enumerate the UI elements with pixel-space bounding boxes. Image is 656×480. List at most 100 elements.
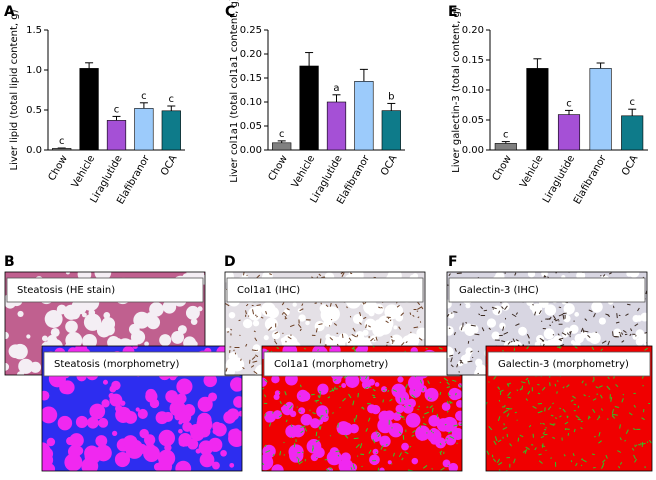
texture	[598, 317, 606, 325]
bar	[272, 142, 292, 151]
texture	[246, 303, 249, 306]
texture	[621, 340, 625, 343]
y-tick-label: 0.5	[26, 105, 42, 116]
texture	[486, 401, 488, 406]
texture	[448, 327, 451, 330]
texture	[497, 439, 502, 443]
texture	[486, 318, 497, 328]
texture	[447, 325, 454, 336]
texture	[550, 457, 552, 459]
texture	[455, 392, 457, 396]
texture	[431, 407, 434, 413]
texture	[74, 446, 84, 456]
texture	[212, 461, 220, 470]
texture	[408, 414, 414, 421]
y-tick-label: 1.5	[26, 25, 42, 36]
bar	[299, 65, 319, 151]
texture	[449, 354, 454, 357]
texture	[395, 404, 405, 414]
texture	[541, 443, 544, 448]
texture	[390, 335, 393, 338]
texture	[648, 439, 652, 444]
texture	[458, 384, 462, 388]
texture	[355, 443, 360, 449]
texture	[416, 327, 425, 340]
texture	[442, 416, 458, 433]
texture	[398, 431, 402, 435]
texture	[109, 393, 123, 407]
texture	[396, 412, 401, 414]
texture	[408, 404, 412, 407]
texture	[349, 272, 353, 275]
texture	[441, 402, 451, 411]
texture	[634, 444, 636, 448]
caption: Steatosis (HE stain)	[17, 285, 115, 296]
texture	[98, 417, 109, 428]
texture	[549, 338, 558, 347]
texture	[195, 448, 201, 454]
texture	[483, 309, 488, 312]
y-tick-label: 0.0	[26, 145, 42, 156]
texture	[403, 397, 406, 401]
texture	[566, 415, 569, 418]
texture	[563, 454, 566, 457]
panel-label: B	[4, 254, 15, 270]
texture	[633, 404, 637, 408]
texture	[230, 357, 245, 372]
texture	[274, 340, 278, 345]
texture	[164, 438, 170, 443]
texture	[304, 427, 308, 432]
texture	[511, 313, 517, 318]
texture	[350, 467, 353, 470]
texture	[525, 377, 529, 381]
caption-box	[448, 277, 646, 303]
texture	[197, 306, 203, 312]
texture	[283, 312, 288, 316]
texture	[635, 329, 645, 339]
texture	[285, 419, 288, 423]
texture	[331, 388, 335, 392]
texture	[359, 443, 363, 449]
texture	[417, 316, 420, 319]
y-tick-label: 0.10	[462, 85, 484, 96]
texture	[445, 434, 457, 446]
texture	[555, 318, 560, 322]
texture	[430, 430, 433, 433]
texture	[558, 306, 562, 309]
texture	[341, 333, 344, 339]
texture	[225, 327, 230, 332]
texture	[580, 327, 584, 333]
texture	[542, 422, 546, 425]
texture	[525, 446, 530, 450]
texture	[281, 311, 285, 315]
texture	[439, 451, 442, 456]
texture	[554, 383, 557, 387]
texture	[262, 454, 274, 471]
texture	[289, 324, 295, 328]
texture	[404, 451, 409, 455]
texture	[374, 382, 380, 387]
texture	[593, 312, 596, 318]
texture	[242, 318, 253, 329]
texture	[251, 356, 256, 360]
texture	[541, 272, 548, 278]
texture	[440, 450, 443, 453]
texture	[146, 315, 161, 330]
texture	[315, 439, 320, 443]
texture	[254, 354, 259, 358]
texture	[290, 424, 293, 428]
texture	[144, 341, 149, 347]
texture	[398, 452, 402, 458]
texture	[563, 327, 571, 335]
texture	[449, 402, 452, 404]
texture	[197, 396, 213, 412]
texture	[537, 410, 543, 414]
texture	[132, 346, 139, 349]
texture	[540, 422, 542, 425]
texture	[573, 428, 576, 433]
bar	[494, 143, 517, 151]
texture	[602, 462, 605, 467]
texture	[348, 337, 352, 341]
texture	[252, 309, 255, 315]
texture	[328, 316, 333, 322]
